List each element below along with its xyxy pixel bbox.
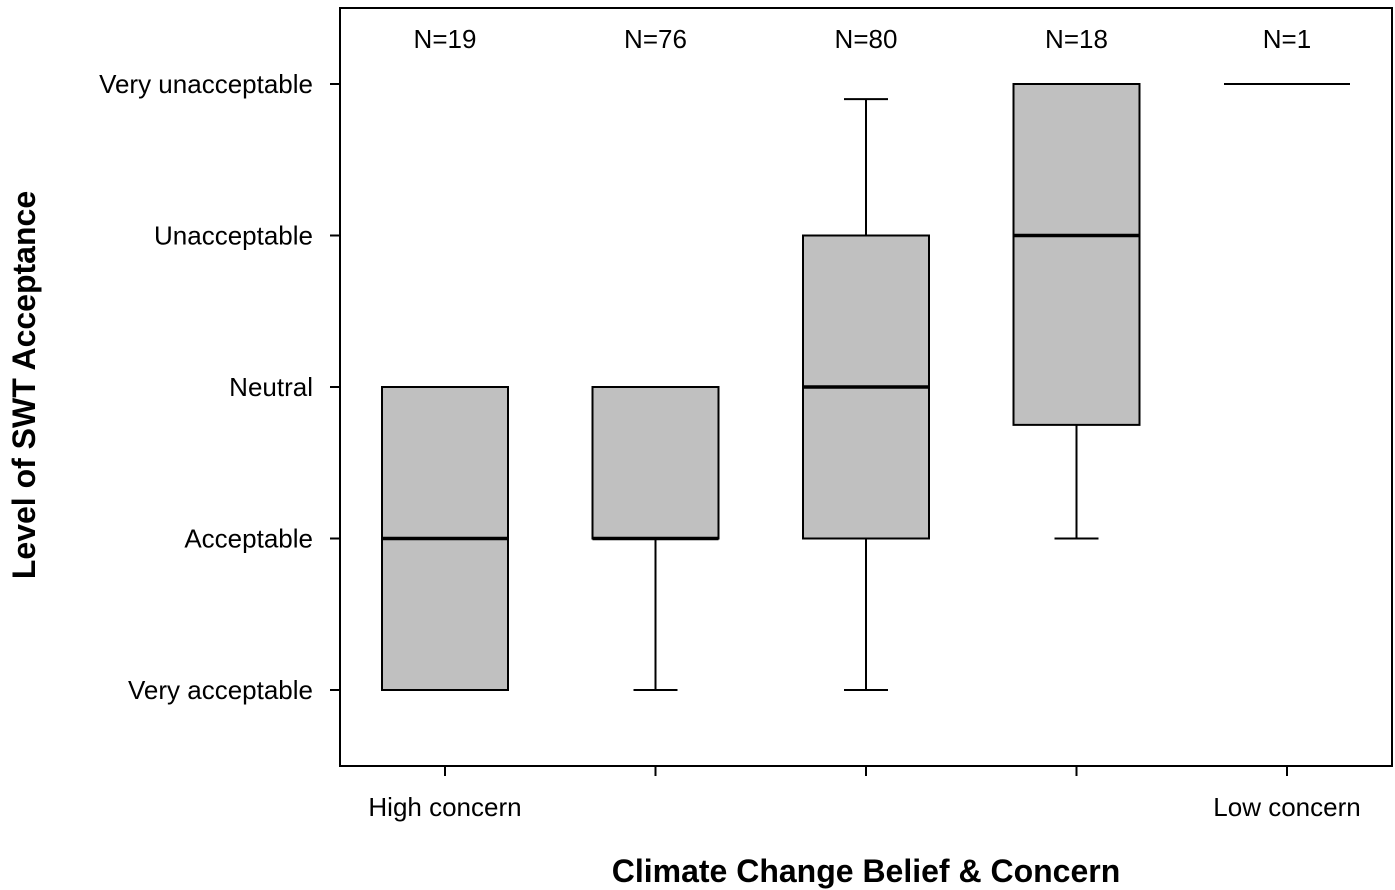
y-axis-title: Level of SWT Acceptance [6, 191, 42, 579]
plot-area: Very acceptable Acceptable Neutral Unaccept… [99, 7, 1393, 822]
x-tick-label-4: Low concern [1213, 792, 1360, 822]
y-tick-label-1: Acceptable [184, 524, 313, 554]
x-tick-label-0: High concern [368, 792, 521, 822]
y-tick-label-0: Very acceptable [128, 675, 313, 705]
box-3 [1012, 83, 1141, 426]
n-label-2: N=80 [835, 24, 898, 54]
n-label-3: N=18 [1045, 24, 1108, 54]
box-1 [591, 386, 720, 540]
n-label-4: N=1 [1263, 24, 1311, 54]
y-tick-label-2: Neutral [229, 372, 313, 402]
n-label-0: N=19 [414, 24, 477, 54]
y-tick-label-3: Unacceptable [154, 221, 313, 251]
x-axis-title: Climate Change Belief & Concern [612, 853, 1121, 889]
n-label-1: N=76 [624, 24, 687, 54]
y-tick-label-4: Very unacceptable [99, 69, 313, 99]
